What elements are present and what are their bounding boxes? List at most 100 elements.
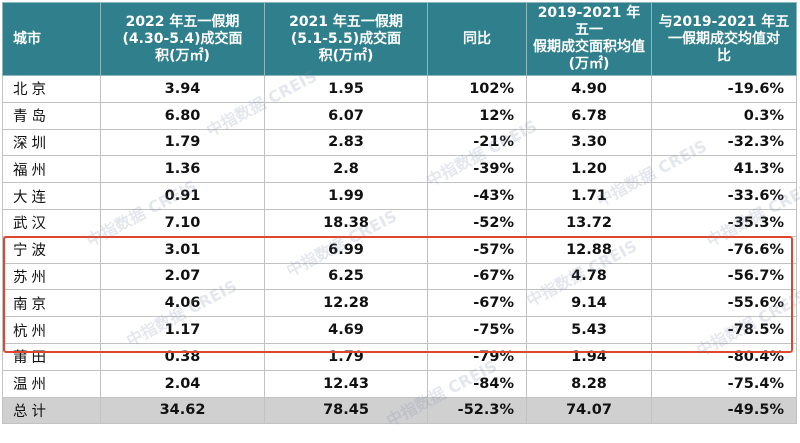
area-2021-cell: 18.38 <box>264 208 428 237</box>
area-2021-cell: 1.79 <box>264 342 428 371</box>
area-2022-cell: 3.01 <box>100 235 265 264</box>
table-header: 城市 2022 年五一假期 (4.30-5.4)成交面 积(万㎡) 2021 年五一假期… <box>2 2 797 76</box>
city-cell: 青岛 <box>2 101 101 130</box>
area-2021-cell: 12.28 <box>264 289 428 318</box>
city-cell: 南京 <box>2 289 101 318</box>
column-header-line: 积(万㎡) <box>318 47 374 64</box>
column-header-line: 积(万㎡) <box>155 47 210 64</box>
city-cell: 宁波 <box>2 235 101 264</box>
yoy-cell: -21% <box>427 128 527 157</box>
column-header: 城市 <box>2 2 101 76</box>
column-header-line: 假期成交面积均值 <box>533 39 645 55</box>
column-header-line: 2021 年五一假期 <box>289 13 403 30</box>
column-header-line: 2019-2021 年五一 <box>537 5 641 38</box>
header-row: 城市 2022 年五一假期 (4.30-5.4)成交面 积(万㎡) 2021 年五一假期… <box>2 2 797 76</box>
total-city-cell: 总计 <box>2 396 101 425</box>
avg-2019-2021-cell: 9.14 <box>526 289 652 318</box>
column-header: 2021 年五一假期 (5.1-5.5)成交面 积(万㎡) <box>264 2 428 76</box>
table-row: 温州 2.04 12.43 -84% 8.28 -75.4% <box>2 369 797 398</box>
avg-2019-2021-cell: 8.28 <box>526 369 652 398</box>
vs-avg-cell: -78.5% <box>651 316 797 344</box>
column-header: 同比 <box>427 2 527 76</box>
total-yoy-cell: -52.3% <box>427 396 527 425</box>
city-cell: 杭州 <box>2 316 101 344</box>
area-2021-cell: 6.07 <box>264 101 428 130</box>
city-cell: 大连 <box>2 182 101 210</box>
avg-2019-2021-cell: 12.88 <box>526 235 652 264</box>
column-header-line: 城市 <box>13 30 41 47</box>
area-2022-cell: 4.06 <box>100 289 265 318</box>
table-row: 武汉 7.10 18.38 -52% 13.72 -35.3% <box>2 208 797 237</box>
area-2021-cell: 2.83 <box>264 128 428 157</box>
city-cell: 福州 <box>2 155 101 184</box>
city-cell: 深圳 <box>2 128 101 157</box>
yoy-cell: -75% <box>427 316 527 344</box>
avg-2019-2021-cell: 6.78 <box>526 101 652 130</box>
area-2021-cell: 6.99 <box>264 235 428 264</box>
city-cell: 武汉 <box>2 208 101 237</box>
yoy-cell: -52% <box>427 208 527 237</box>
total-area-2022-cell: 34.62 <box>100 396 265 425</box>
table-row: 北京 3.94 1.95 102% 4.90 -19.6% <box>2 75 797 103</box>
vs-avg-cell: -56.7% <box>651 262 797 291</box>
transaction-area-table: 城市 2022 年五一假期 (4.30-5.4)成交面 积(万㎡) 2021 年五一假期… <box>2 2 797 425</box>
vs-avg-cell: -19.6% <box>651 75 797 103</box>
column-header-line: (5.1-5.5)成交面 <box>290 30 402 47</box>
table-row: 福州 1.36 2.8 -39% 1.20 41.3% <box>2 155 797 184</box>
yoy-cell: 102% <box>427 75 527 103</box>
table-row: 青岛 6.80 6.07 12% 6.78 0.3% <box>2 101 797 130</box>
area-2022-cell: 2.04 <box>100 369 265 398</box>
yoy-cell: -57% <box>427 235 527 264</box>
table-row: 莆田 0.38 1.79 -79% 1.94 -80.4% <box>2 342 797 371</box>
avg-2019-2021-cell: 1.94 <box>526 342 652 371</box>
column-header-line: 与2019-2021 年五 <box>658 13 790 30</box>
area-2022-cell: 6.80 <box>100 101 265 130</box>
column-header-line: 2022 年五一假期 <box>125 13 240 30</box>
column-header-line: (万㎡) <box>568 56 610 72</box>
yoy-cell: -84% <box>427 369 527 398</box>
area-2022-cell: 1.79 <box>100 128 265 157</box>
avg-2019-2021-cell: 1.71 <box>526 182 652 210</box>
vs-avg-cell: -35.3% <box>651 208 797 237</box>
avg-2019-2021-cell: 4.78 <box>526 262 652 291</box>
column-header: 2019-2021 年五一 假期成交面积均值 (万㎡) <box>526 2 652 76</box>
area-2022-cell: 0.91 <box>100 182 265 210</box>
yoy-cell: -79% <box>427 342 527 371</box>
city-cell: 苏州 <box>2 262 101 291</box>
vs-avg-cell: 41.3% <box>651 155 797 184</box>
avg-2019-2021-cell: 4.90 <box>526 75 652 103</box>
area-2022-cell: 7.10 <box>100 208 265 237</box>
vs-avg-cell: -75.4% <box>651 369 797 398</box>
area-2021-cell: 1.95 <box>264 75 428 103</box>
table-row: 杭州 1.17 4.69 -75% 5.43 -78.5% <box>2 316 797 344</box>
vs-avg-cell: -55.6% <box>651 289 797 318</box>
vs-avg-cell: -32.3% <box>651 128 797 157</box>
column-header-line: (4.30-5.4)成交面 <box>122 30 243 47</box>
city-cell: 莆田 <box>2 342 101 371</box>
area-2021-cell: 6.25 <box>264 262 428 291</box>
column-header: 与2019-2021 年五 一假期成交均值对比 <box>651 2 797 76</box>
column-header-line: 一假期成交均值对 <box>668 30 780 47</box>
area-2022-cell: 2.07 <box>100 262 265 291</box>
yoy-cell: -67% <box>427 289 527 318</box>
total-avg-2019-2021-cell: 74.07 <box>526 396 652 425</box>
total-row: 总计 34.62 78.45 -52.3% 74.07 -49.5% <box>2 396 797 425</box>
column-header: 2022 年五一假期 (4.30-5.4)成交面 积(万㎡) <box>100 2 265 76</box>
vs-avg-cell: 0.3% <box>651 101 797 130</box>
city-cell: 温州 <box>2 369 101 398</box>
table-row: 南京 4.06 12.28 -67% 9.14 -55.6% <box>2 289 797 318</box>
vs-avg-cell: -33.6% <box>651 182 797 210</box>
yoy-cell: 12% <box>427 101 527 130</box>
yoy-cell: -39% <box>427 155 527 184</box>
area-2021-cell: 4.69 <box>264 316 428 344</box>
city-cell: 北京 <box>2 75 101 103</box>
area-2021-cell: 1.99 <box>264 182 428 210</box>
vs-avg-cell: -80.4% <box>651 342 797 371</box>
avg-2019-2021-cell: 1.20 <box>526 155 652 184</box>
area-2022-cell: 0.38 <box>100 342 265 371</box>
table-body: 北京 3.94 1.95 102% 4.90 -19.6% 青岛 6.80 6.07 12% 6.7… <box>2 75 797 425</box>
yoy-cell: -67% <box>427 262 527 291</box>
table-row: 大连 0.91 1.99 -43% 1.71 -33.6% <box>2 182 797 210</box>
column-header-line: 同比 <box>463 30 491 47</box>
